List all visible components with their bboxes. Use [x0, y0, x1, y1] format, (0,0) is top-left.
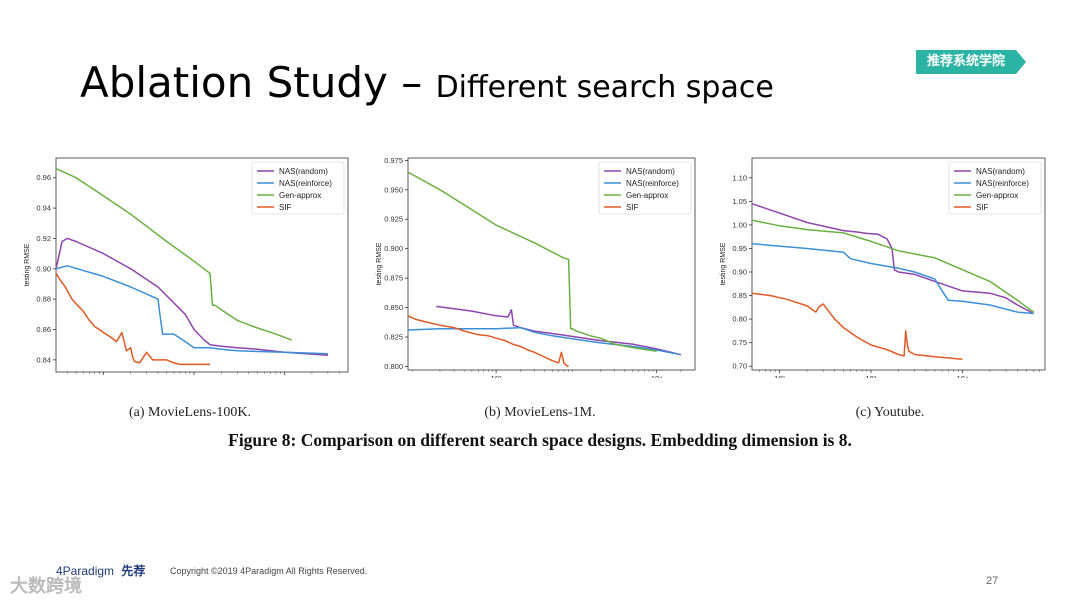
y-axis-label: testing RMSE	[24, 243, 31, 286]
series-line-sif	[751, 292, 963, 360]
y-tick-label: 0.96	[36, 173, 51, 182]
y-tick-label: 1.10	[732, 173, 747, 182]
y-tick-label: 0.84	[36, 355, 51, 364]
legend-box	[948, 161, 1042, 215]
legend-box	[598, 161, 692, 215]
legend-label: Gen-approx	[279, 191, 321, 200]
y-tick-label: 0.975	[384, 156, 403, 165]
badge-label: 推荐系统学院	[926, 54, 1005, 69]
legend-label: NAS(random)	[976, 167, 1025, 176]
y-tick-label: 0.800	[384, 362, 403, 371]
legend-label: SIF	[976, 203, 989, 212]
y-tick-label: 0.80	[732, 315, 747, 324]
y-tick-label: 0.90	[732, 268, 747, 277]
y-tick-label: 0.70	[732, 362, 747, 371]
y-tick-label: 0.92	[36, 234, 51, 243]
y-tick-label: 1.05	[732, 197, 747, 206]
subcaption-b: (b) MovieLens-1M.	[484, 405, 596, 420]
y-tick-label: 0.875	[384, 274, 403, 283]
chart-movielens-1m: 0.800 0.825 0.850 0.875 0.900 0.925 0.950 0.975…	[376, 156, 696, 378]
legend-label: NAS(random)	[626, 167, 675, 176]
title-main: Ablation Study –	[80, 58, 436, 107]
y-tick-label: 0.950	[384, 185, 403, 194]
y-tick-label: 0.85	[732, 291, 747, 300]
x-tick-label: 10¹	[98, 376, 109, 378]
page-title: Ablation Study – Different search space	[80, 58, 774, 107]
legend-label: NAS(reinforce)	[279, 179, 332, 188]
subcaption-c: (c) Youtube.	[855, 405, 925, 420]
x-tick-label: 10³	[279, 376, 290, 378]
y-tick-label: 0.95	[732, 244, 747, 253]
x-tick-label: 10⁴	[957, 374, 969, 378]
watermark-text: 大数跨境	[10, 576, 82, 597]
series-line-sif	[55, 272, 210, 366]
y-axis-label: testing RMSE	[376, 242, 383, 285]
y-tick-label: 0.90	[36, 264, 51, 273]
footer-logo: 4Paradigm 先荐	[56, 562, 145, 579]
y-tick-label: 0.94	[36, 204, 51, 213]
chart-youtube: 0.70 0.75 0.80 0.85 0.90 0.95 1.00 1.05 1.10 10² 1…	[720, 157, 1046, 378]
x-tick-label: 10²	[491, 374, 502, 378]
page-number: 27	[986, 575, 999, 587]
y-tick-label: 0.88	[36, 295, 51, 304]
x-tick-label: 10²	[774, 374, 785, 378]
figure-caption: Figure 8: Comparison on different search…	[228, 430, 852, 450]
series-line-nas-random-	[55, 237, 328, 357]
series-line-nas-reinforce-	[55, 265, 328, 355]
legend-label: SIF	[626, 203, 639, 212]
series-line-nas-random-	[751, 202, 1034, 315]
y-tick-label: 0.86	[36, 325, 51, 334]
y-tick-label: 1.00	[732, 220, 747, 229]
title-sub: Different search space	[435, 70, 774, 105]
footer-logo-cn: 先荐	[121, 564, 146, 578]
legend-label: NAS(reinforce)	[976, 179, 1029, 188]
legend-label: NAS(reinforce)	[626, 179, 679, 188]
series-line-sif	[407, 315, 569, 368]
copyright-text: Copyright ©2019 4Paradigm All Rights Res…	[170, 566, 368, 576]
footer-logo-text: 4Paradigm	[56, 564, 115, 578]
series-line-gen-approx	[407, 171, 657, 352]
y-tick-label: 0.925	[384, 215, 403, 224]
y-tick-label: 0.850	[384, 303, 403, 312]
series-line-gen-approx	[751, 219, 1035, 313]
series-line-nas-reinforce-	[751, 242, 1034, 315]
legend-label: Gen-approx	[976, 191, 1018, 200]
y-tick-label: 0.900	[384, 244, 403, 253]
legend-label: NAS(random)	[279, 167, 328, 176]
legend-label: SIF	[279, 203, 292, 212]
badge: 推荐系统学院	[916, 50, 1026, 74]
x-tick-label: 10⁴	[651, 374, 663, 378]
chart-movielens-100k: 0.840.860.880.900.920.940.9610¹10²10³clo…	[24, 157, 349, 378]
x-tick-label: 10³	[866, 374, 877, 378]
y-axis-label: testing RMSE	[720, 242, 727, 285]
series-line-gen-approx	[55, 167, 293, 341]
series-line-nas-reinforce-	[407, 326, 682, 356]
legend-box	[251, 161, 345, 215]
legend-label: Gen-approx	[626, 191, 668, 200]
x-tick-label: 10²	[189, 376, 200, 378]
subcaption-a: (a) MovieLens-100K.	[128, 405, 252, 420]
badge-shape	[916, 50, 1026, 74]
y-tick-label: 0.825	[384, 333, 403, 342]
y-tick-label: 0.75	[732, 338, 747, 347]
